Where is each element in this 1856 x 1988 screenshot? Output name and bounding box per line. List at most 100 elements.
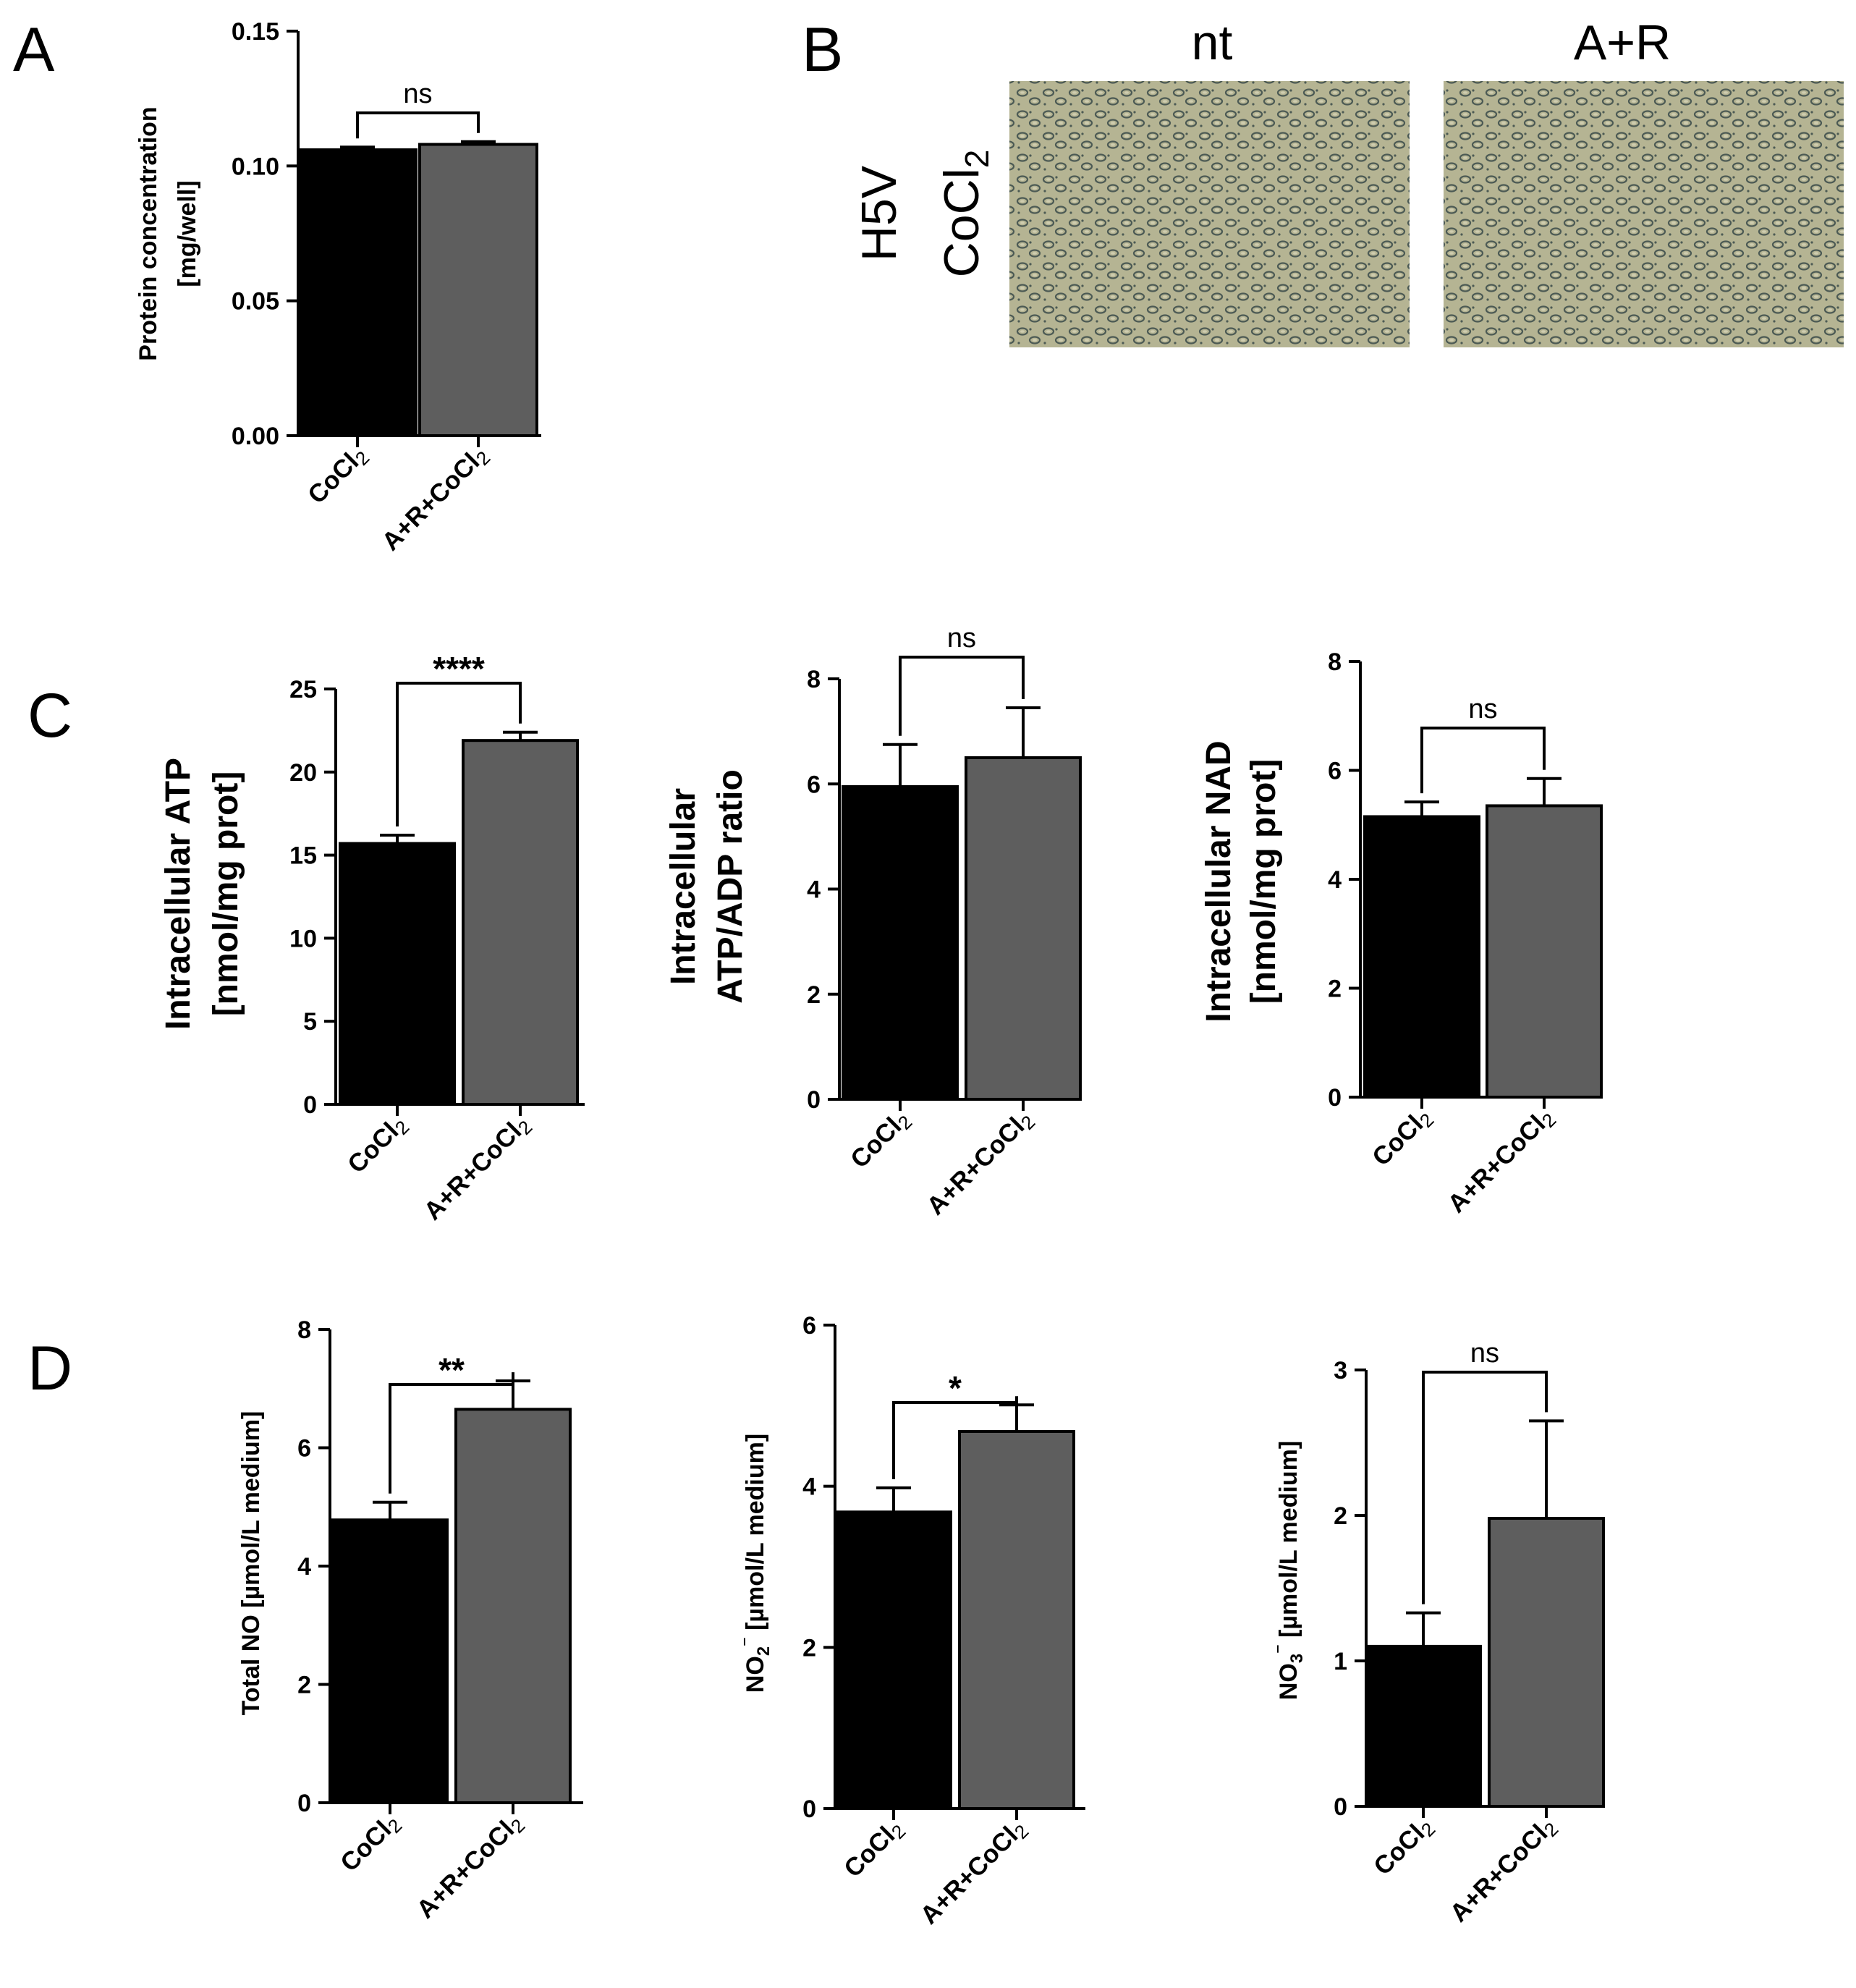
y-axis-title: NO2⁻ [µmol/L medium]: [738, 1434, 774, 1693]
category-label: CoCl2: [839, 1814, 910, 1885]
y-tick-label: 4: [802, 1473, 816, 1501]
micrograph-row-label-h5v: H5V: [852, 165, 907, 261]
y-axis-title: Intracellular ATP: [159, 758, 198, 1030]
y-axis-title: [mg/well]: [174, 180, 201, 287]
y-tick-label: 0.05: [232, 288, 279, 316]
bar-1: [1363, 815, 1480, 1099]
bar-1: [331, 1518, 449, 1805]
y-tick-label: 0: [807, 1086, 821, 1114]
y-tick-label: 1: [1334, 1648, 1347, 1675]
y-axis-title: [nmol/mg prot]: [207, 771, 245, 1017]
bar-chart-4: 0 2 4 6 8 Intracellular NAD [nmol/mg prot] CoCl…: [1200, 648, 1603, 1220]
category-label: CoCl2: [335, 1808, 406, 1879]
significance-label: ****: [433, 650, 485, 688]
bar-2: [1486, 804, 1603, 1099]
bar-2: [958, 1429, 1075, 1810]
y-tick-label: 10: [289, 925, 317, 952]
significance-label: ns: [403, 79, 432, 109]
category-label: A+R+CoCl2: [921, 1104, 1039, 1222]
significance-bracket: [1420, 727, 1546, 794]
bar-chart-2: 0 5 10 15 20 25 Intracellular ATP [nmol/mg prot…: [159, 650, 585, 1227]
category-label: CoCl2: [342, 1109, 413, 1180]
y-axis-title: Protein concentration: [135, 106, 162, 360]
category-label: CoCl2: [1368, 1811, 1439, 1882]
y-tick-label: 0: [297, 1790, 311, 1817]
y-tick-label: 0: [802, 1795, 816, 1823]
y-tick-label: 0.15: [232, 18, 279, 46]
significance-label: *: [949, 1369, 962, 1407]
y-axis-title: Intracellular NAD: [1200, 740, 1238, 1022]
micrograph-row-label-cocl2: CoCl2: [934, 150, 996, 278]
significance-bracket: [892, 1396, 1018, 1479]
micrograph-column-ar: A+R: [1574, 15, 1671, 70]
y-tick-label: 0: [1334, 1793, 1347, 1821]
significance-label: **: [438, 1351, 465, 1389]
bar-1: [835, 1510, 952, 1810]
y-axis-title: Intracellular: [664, 788, 703, 985]
micrograph-panel: nt A+R H5V CoCl2: [852, 15, 1844, 347]
panel-letter-c: C: [27, 681, 72, 750]
category-label: CoCl2: [845, 1104, 916, 1175]
panel-letter-a: A: [13, 15, 55, 85]
bar-2: [1488, 1517, 1605, 1809]
y-tick-label: 8: [807, 666, 821, 693]
bar-chart-3: 0 2 4 6 8 Intracellular ATP/ADP ratio CoCl2A+R+…: [664, 623, 1082, 1222]
y-tick-label: 5: [303, 1008, 317, 1036]
bar-2: [454, 1408, 572, 1805]
category-label: A+R+CoCl2: [418, 1109, 536, 1227]
panel-letter-d: D: [27, 1334, 72, 1403]
y-tick-label: 6: [1328, 758, 1342, 785]
y-tick-label: 3: [1334, 1357, 1347, 1384]
y-tick-label: 0.10: [232, 153, 279, 180]
y-tick-label: 0: [303, 1091, 317, 1119]
category-label: A+R+CoCl2: [1444, 1811, 1562, 1929]
y-tick-label: 25: [289, 676, 317, 703]
bar-1: [297, 148, 418, 437]
y-tick-label: 15: [289, 842, 317, 870]
significance-bracket: [389, 1372, 514, 1494]
y-axis-title: Total NO [µmol/L medium]: [237, 1411, 265, 1716]
y-tick-label: 4: [1328, 866, 1342, 894]
significance-bracket: [396, 682, 522, 827]
y-tick-label: 2: [297, 1672, 311, 1699]
micrograph-ar-image: [1444, 81, 1844, 347]
y-tick-label: 4: [297, 1553, 311, 1581]
y-tick-label: 0.00: [232, 423, 279, 450]
y-tick-label: 4: [807, 876, 821, 904]
bar-1: [339, 842, 456, 1106]
y-axis-title: NO3⁻ [µmol/L medium]: [1271, 1441, 1307, 1700]
bar-2: [462, 739, 579, 1107]
category-label: CoCl2: [302, 440, 373, 511]
y-axis-title: [nmol/mg prot]: [1245, 759, 1283, 1004]
y-tick-label: 20: [289, 759, 317, 787]
significance-label: ns: [1468, 694, 1497, 724]
y-tick-label: 8: [1328, 648, 1342, 676]
significance-label: ns: [947, 623, 976, 653]
micrograph-nt-image: [1009, 81, 1410, 347]
y-tick-label: 2: [802, 1634, 816, 1662]
y-tick-label: 2: [1334, 1502, 1347, 1530]
y-tick-label: 0: [1328, 1084, 1342, 1112]
y-tick-label: 6: [297, 1435, 311, 1463]
bar-chart-1: 0.00 0.05 0.10 0.15 Protein concentration [mg…: [135, 18, 541, 556]
significance-bracket: [899, 656, 1025, 736]
category-label: A+R+CoCl2: [915, 1814, 1033, 1932]
y-axis-title: ATP/ADP ratio: [711, 769, 750, 1004]
panel-letter-b: B: [802, 15, 843, 85]
category-label: A+R+CoCl2: [1442, 1102, 1560, 1220]
category-label: CoCl2: [1367, 1102, 1438, 1173]
micrograph-column-nt: nt: [1192, 15, 1233, 70]
bar-1: [842, 784, 959, 1101]
bar-2: [418, 143, 538, 438]
bar-2: [965, 756, 1082, 1101]
y-tick-label: 6: [802, 1312, 816, 1340]
y-tick-label: 2: [807, 981, 821, 1009]
y-tick-label: 6: [807, 771, 821, 798]
significance-bracket: [1422, 1371, 1548, 1604]
charts: 0.00 0.05 0.10 0.15 Protein concentration [mg…: [135, 18, 1605, 1932]
y-tick-label: 8: [297, 1316, 311, 1344]
bar-chart-5: 0 2 4 6 8 Total NO [µmol/L medium] CoCl2A+R+Co…: [237, 1316, 583, 1924]
